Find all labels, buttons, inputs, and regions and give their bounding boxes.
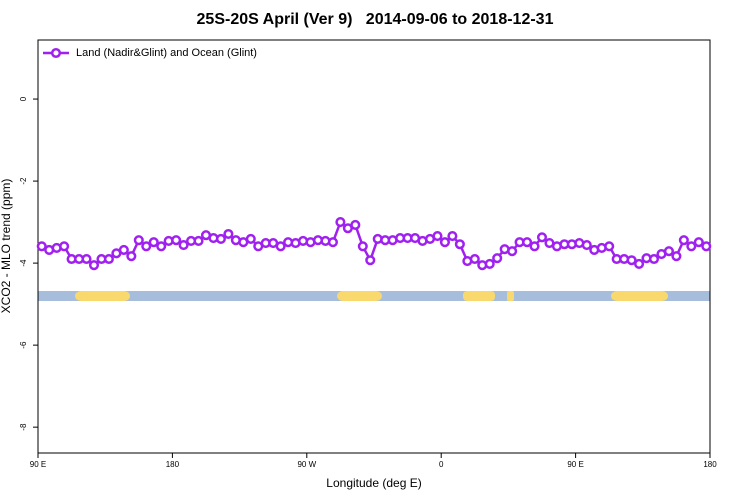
y-tick-label: -2: [19, 177, 28, 185]
data-point: [454, 239, 465, 250]
data-point: [156, 241, 167, 252]
data-point: [536, 232, 548, 243]
y-tick-label: -6: [19, 341, 28, 349]
data-point: [492, 253, 503, 264]
data-point: [245, 233, 256, 244]
data-point: [365, 255, 376, 266]
data-point: [59, 241, 70, 252]
data-point: [469, 253, 480, 265]
data-point: [275, 241, 286, 252]
land-band: [463, 291, 495, 301]
y-tick-label: -4: [19, 259, 28, 267]
data-point: [36, 241, 47, 252]
data-point: [350, 219, 361, 231]
land-ocean-strip: [38, 291, 710, 301]
data-point: [439, 237, 450, 248]
data-point: [701, 241, 712, 252]
x-tick-label: 90 W: [297, 460, 316, 469]
x-tick-label: 90 E: [30, 460, 46, 469]
x-axis-label: Longitude (deg E): [326, 476, 421, 490]
chart-title: 25S-20S April (Ver 9) 2014-09-06 to 2018…: [197, 11, 554, 28]
data-point: [133, 235, 144, 246]
data-point: [171, 235, 182, 246]
data-point: [581, 240, 592, 251]
land-band: [611, 291, 668, 301]
data-point: [522, 237, 533, 248]
legend-label: Land (Nadir&Glint) and Ocean (Glint): [76, 47, 257, 59]
data-point: [327, 237, 338, 248]
data-point: [223, 228, 234, 240]
data-point: [148, 237, 159, 248]
data-point: [484, 258, 495, 269]
data-point: [604, 241, 615, 252]
land-band: [507, 291, 514, 301]
data-point: [626, 255, 637, 266]
data-point: [529, 241, 540, 252]
x-tick-label: 180: [166, 460, 180, 469]
x-tick-label: 90 E: [567, 460, 583, 469]
land-band: [337, 291, 382, 301]
y-axis-label: XCO2 - MLO trend (ppm): [0, 179, 13, 314]
y-tick-label: 0: [19, 96, 28, 101]
data-point: [103, 253, 114, 265]
data-point: [178, 240, 189, 251]
data-point: [432, 230, 443, 242]
data-point: [126, 251, 137, 262]
data-point: [678, 235, 689, 246]
data-point: [357, 241, 368, 252]
data-point: [663, 246, 674, 257]
data-point: [447, 230, 458, 242]
data-point: [693, 237, 704, 248]
y-tick-label: -8: [19, 423, 28, 431]
data-point: [118, 244, 129, 256]
data-point: [671, 251, 682, 262]
x-tick-label: 0: [439, 460, 444, 469]
data-point: [215, 233, 226, 244]
legend-marker: [50, 47, 62, 59]
data-point: [81, 253, 92, 265]
data-point: [686, 241, 697, 252]
data-point: [634, 258, 645, 269]
data-point: [88, 260, 100, 271]
data-point: [335, 217, 346, 228]
data-point: [507, 246, 518, 257]
data-point: [193, 235, 204, 247]
x-tick-label: 180: [703, 460, 717, 469]
land-band: [75, 291, 130, 301]
data-point: [141, 241, 152, 252]
data-point: [648, 253, 660, 265]
